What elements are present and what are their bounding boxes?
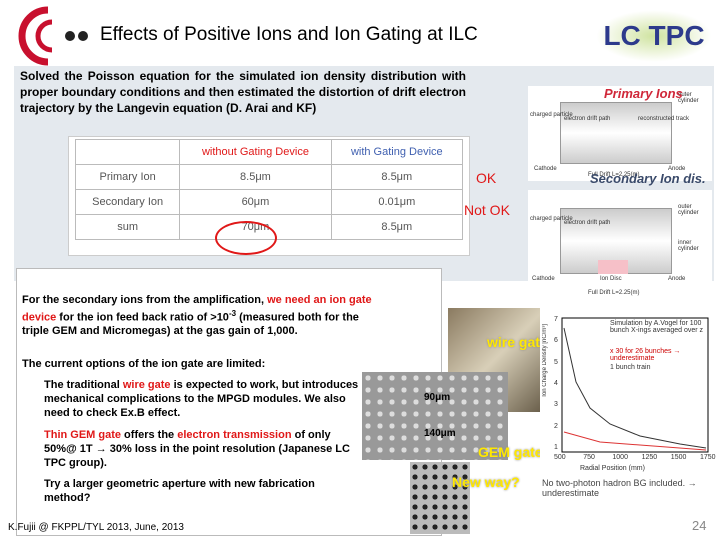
label: charged particle	[530, 112, 573, 118]
diagram-primary: outer cylinder charged particle electron…	[528, 86, 712, 181]
plot	[561, 317, 709, 453]
cell: Primary Ion	[74, 164, 181, 190]
label: Cathode	[532, 276, 555, 282]
para: The current options of the ion gate are …	[22, 358, 266, 370]
tick-label: 6	[554, 337, 558, 345]
tick-label: 1500	[670, 454, 687, 461]
label: outer cylinder	[678, 204, 699, 216]
credit: K.Fujii @ FKPPL/TYL 2013, June, 2013	[8, 522, 184, 533]
tick-label: 1	[554, 444, 558, 451]
cell: 60μm	[179, 189, 332, 215]
label: Cathode	[534, 166, 557, 172]
label: Anode	[668, 166, 686, 172]
tick-label: 750	[583, 454, 595, 461]
tick-label: 3	[554, 401, 558, 409]
tick-label: 2	[554, 422, 558, 430]
bullet: Thin GEM gate offers the electron transm…	[44, 428, 364, 470]
label: charged particle	[530, 216, 573, 222]
gem-photo: 90μm 140μm	[362, 372, 508, 460]
cell: 8.5μm	[179, 164, 332, 190]
not-ok: Not OK	[464, 202, 510, 218]
label: Ion Disc	[600, 276, 622, 282]
right-logo: LC TPC	[596, 10, 712, 62]
label: Full Drift L=2.25(m)	[588, 172, 640, 178]
cell: 0.01μm	[330, 189, 464, 215]
ylabel: Ion Charge Density [nC/m³]	[542, 324, 548, 397]
plot-image: Simulation by A.Vogel for 100 bunch X-in…	[540, 312, 716, 522]
intro: Solved the Poisson equation for the simu…	[20, 69, 466, 115]
label: Full Drift L=2.25(m)	[588, 290, 640, 296]
text-run: For the secondary ions from the amplific…	[22, 294, 268, 306]
bullet: Try a larger geometric aperture with new…	[44, 477, 354, 505]
xlabel: Radial Position (mm)	[580, 465, 645, 472]
tick-label: 1000	[612, 454, 628, 461]
legend: x 30 for 26 bunches → underestimate	[610, 348, 681, 362]
text-run: of only 50%@ 1T → 30% loss in the point …	[44, 429, 350, 469]
left-logo	[18, 6, 88, 66]
text-run: is expected to work, but introduces mech…	[44, 379, 359, 419]
primary-title: Primary Ions	[604, 86, 683, 101]
text-run: Thin GEM gate	[44, 429, 121, 441]
tick-label: 4	[554, 380, 558, 387]
sem-photo	[410, 462, 470, 534]
cell: 8.5μm	[330, 214, 464, 240]
text-run: offers the	[121, 429, 178, 441]
legend: 1 bunch train	[610, 364, 651, 371]
text-run: we need an ion gate device	[22, 294, 372, 324]
new-label: New way?	[452, 474, 520, 490]
label: outer cylinder	[678, 92, 699, 104]
label: reconstructed track	[638, 116, 690, 122]
text-run: electron transmission	[177, 429, 292, 441]
tick-label: 7	[554, 316, 558, 323]
th: without Gating Device	[179, 139, 332, 165]
ion-disc	[598, 260, 628, 274]
gem-label: GEM gate	[478, 444, 543, 460]
wire-label: wire gate	[487, 334, 548, 350]
cylinder	[560, 102, 672, 164]
text-run: (measured both for the triple GEM and Mi…	[22, 311, 359, 337]
th: with Gating Device	[330, 139, 464, 165]
text-run: -3	[228, 309, 237, 318]
ok: OK	[476, 170, 497, 186]
text-run: for the ion feed back ratio of >10	[56, 311, 229, 324]
para: For the secondary ions from the amplific…	[22, 294, 372, 338]
text-run: wire gate	[122, 379, 171, 391]
highlight-ellipse	[215, 221, 277, 255]
label: electron drift path	[564, 116, 611, 122]
label: Anode	[668, 276, 686, 282]
cell: 8.5μm	[330, 164, 464, 190]
tick-label: 5	[554, 358, 558, 366]
cell: sum	[74, 214, 181, 240]
secondary-title: Secondary Ion dis.	[590, 171, 706, 186]
note: Simulation by A.Vogel for 100 bunch X-in…	[610, 320, 703, 334]
cell: Secondary Ion	[74, 189, 181, 215]
text-run: The traditional	[44, 379, 123, 391]
title: Effects of Positive Ions and Ion Gating …	[100, 24, 478, 45]
bullet: The traditional wire gate is expected to…	[44, 378, 364, 420]
label: electron drift path	[564, 220, 611, 226]
table-image: without Gating Device with Gating Device …	[68, 136, 470, 256]
tick-label: 500	[554, 454, 566, 461]
label: 90μm	[424, 392, 451, 403]
label: inner cylinder	[678, 240, 699, 252]
text-run: Try a larger geometric aperture with new…	[44, 478, 315, 504]
page-number: 24	[692, 518, 707, 533]
label: 140μm	[424, 428, 456, 439]
footnote: No two-photon hadron BG included. → unde…	[542, 478, 697, 498]
tick-label: 1250	[641, 454, 658, 461]
tick-label: 1750	[700, 454, 716, 461]
diagram-secondary: charged particle electron drift path out…	[528, 190, 712, 300]
table: without Gating Device with Gating Device …	[74, 139, 464, 240]
